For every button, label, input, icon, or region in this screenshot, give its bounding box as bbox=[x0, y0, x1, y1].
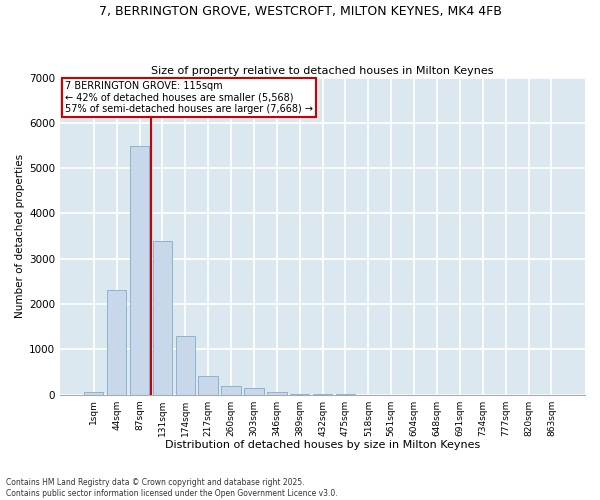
Bar bbox=[84, 392, 103, 394]
Bar bbox=[130, 146, 149, 394]
Text: Contains HM Land Registry data © Crown copyright and database right 2025.
Contai: Contains HM Land Registry data © Crown c… bbox=[6, 478, 338, 498]
Bar bbox=[152, 240, 172, 394]
Text: 7 BERRINGTON GROVE: 115sqm
← 42% of detached houses are smaller (5,568)
57% of s: 7 BERRINGTON GROVE: 115sqm ← 42% of deta… bbox=[65, 81, 313, 114]
Title: Size of property relative to detached houses in Milton Keynes: Size of property relative to detached ho… bbox=[151, 66, 494, 76]
Bar bbox=[107, 290, 127, 395]
Bar bbox=[199, 376, 218, 394]
Y-axis label: Number of detached properties: Number of detached properties bbox=[15, 154, 25, 318]
Bar bbox=[221, 386, 241, 394]
Bar bbox=[267, 392, 287, 394]
X-axis label: Distribution of detached houses by size in Milton Keynes: Distribution of detached houses by size … bbox=[165, 440, 480, 450]
Text: 7, BERRINGTON GROVE, WESTCROFT, MILTON KEYNES, MK4 4FB: 7, BERRINGTON GROVE, WESTCROFT, MILTON K… bbox=[98, 5, 502, 18]
Bar bbox=[176, 336, 195, 394]
Bar bbox=[244, 388, 263, 394]
